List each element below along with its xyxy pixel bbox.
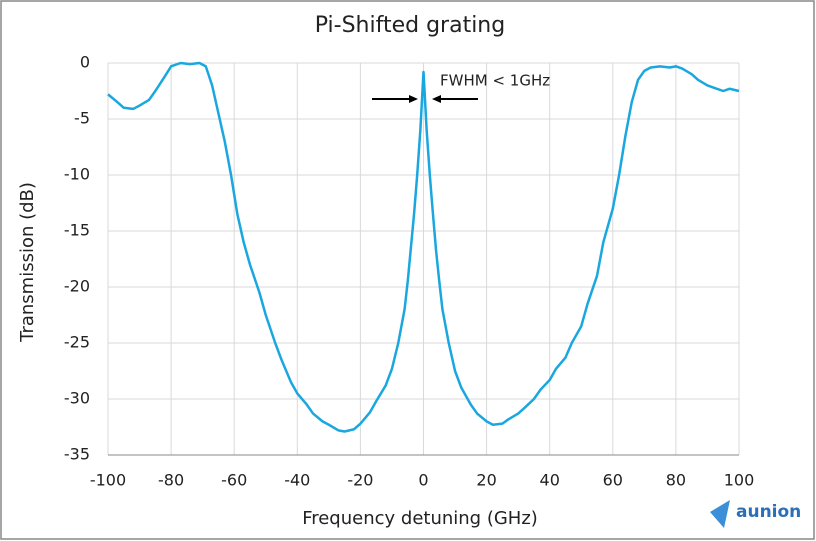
watermark: aunion <box>736 502 801 522</box>
x-tick-label: -40 <box>284 471 310 490</box>
chart-title: Pi-Shifted grating <box>315 13 505 38</box>
y-tick-label: 0 <box>80 53 90 72</box>
x-tick-label: 20 <box>476 471 496 490</box>
grid <box>107 62 740 456</box>
x-axis-label: Frequency detuning (GHz) <box>302 508 538 529</box>
data-line <box>107 61 740 433</box>
x-tick-label: 40 <box>540 471 560 490</box>
y-tick-label: -20 <box>64 277 90 296</box>
arrows <box>372 95 478 103</box>
y-axis-label: Transmission (dB) <box>17 182 38 343</box>
y-tick-label: -25 <box>64 333 90 352</box>
annotation: FWHM < 1GHz <box>440 72 550 90</box>
x-tick-label: -20 <box>347 471 373 490</box>
arrow-head <box>432 95 441 103</box>
x-tick-label: 60 <box>603 471 623 490</box>
y-tick-label: -15 <box>64 221 90 240</box>
x-tick-label: -80 <box>158 471 184 490</box>
logo-icon <box>710 500 730 528</box>
arrow-head <box>409 95 418 103</box>
x-tick-label: -60 <box>221 471 247 490</box>
x-tick-label: 0 <box>418 471 428 490</box>
y-tick-label: -5 <box>74 109 90 128</box>
y-tick-label: -35 <box>64 445 90 464</box>
y-tick-label: -30 <box>64 389 90 408</box>
y-tick-label: -10 <box>64 165 90 184</box>
x-tick-label: 100 <box>724 471 755 490</box>
x-tick-label: 80 <box>666 471 686 490</box>
x-tick-label: -100 <box>90 471 126 490</box>
